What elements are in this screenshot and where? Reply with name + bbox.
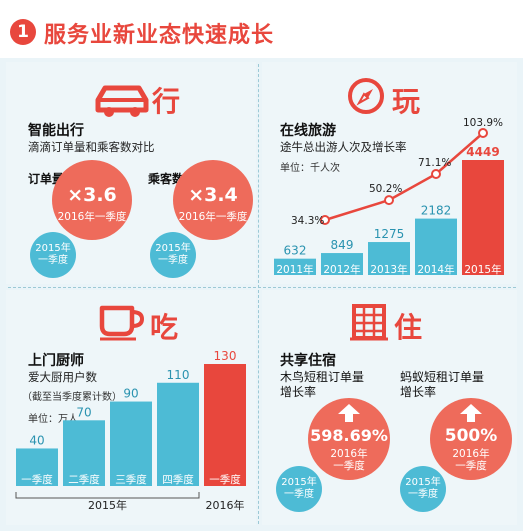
category-xing: 行 — [152, 85, 181, 118]
orders-base-line1: 2015年 — [35, 243, 71, 254]
growth-label: 71.1% — [418, 157, 451, 169]
arrow-up-icon — [338, 404, 360, 422]
data-label: 2182 — [421, 204, 452, 218]
section-title-wan: 在线旅游 — [280, 123, 336, 139]
year-bracket-2015 — [15, 492, 200, 499]
subtitle-chi: 爱大厨用户数 — [28, 370, 97, 384]
mayi-label-line1: 蚂蚁短租订单量 — [400, 370, 485, 384]
bar — [274, 258, 316, 275]
tick-label: 二季度 — [68, 473, 100, 486]
tick-label: 三季度 — [115, 473, 147, 486]
tuniu-chart: 632 2011年 849 2012年 1275 2013年 2182 2014年 4449 20… — [274, 118, 504, 276]
tick-label: 一季度 — [209, 473, 241, 486]
muniao-label-line1: 木鸟短租订单量 — [280, 370, 365, 384]
passengers-label: 乘客数 — [148, 172, 185, 186]
data-label: 849 — [331, 238, 354, 252]
vertical-divider — [258, 64, 259, 524]
section-title-zhu: 共享住宿 — [280, 353, 336, 369]
category-wan: 玩 — [392, 85, 421, 118]
growth-point — [384, 195, 394, 206]
year-label-2015: 2015年 — [88, 498, 127, 512]
bar — [321, 253, 363, 275]
data-label: 1275 — [374, 227, 405, 241]
mayi-value: 500% — [444, 426, 498, 446]
growth-point — [320, 215, 330, 225]
category-zhu: 住 — [394, 311, 423, 344]
data-label: 90 — [123, 387, 138, 401]
unit-wan: 单位：千人次 — [280, 163, 340, 174]
mayi-period: 2016年 一季度 — [452, 448, 490, 472]
growth-label: 103.9% — [463, 118, 503, 129]
data-label: 4449 — [466, 145, 499, 159]
data-label: 632 — [284, 244, 307, 258]
orders-multiplier: ×3.6 — [67, 184, 117, 206]
bar — [415, 218, 457, 275]
car-icon — [95, 85, 149, 117]
section-title-xing: 智能出行 — [28, 123, 84, 139]
muniao-period: 2016年 一季度 — [330, 448, 368, 472]
note-chi: （截至当季度累计数） — [22, 392, 122, 403]
tick-label: 2011年 — [276, 263, 313, 276]
tick-label: 2012年 — [323, 263, 360, 276]
mayi-label: 蚂蚁短租订单量 增长率 — [400, 370, 484, 400]
bar — [204, 364, 246, 486]
section-title-chi: 上门厨师 — [28, 353, 84, 369]
tick-label: 2013年 — [370, 263, 407, 276]
bar — [63, 420, 105, 486]
passengers-circle: ×3.4 2016年一季度 — [173, 160, 253, 240]
subtitle-wan: 途牛总出游人次及增长率 — [280, 140, 407, 154]
mayi-base-circle: 2015年 一季度 — [400, 466, 446, 512]
aidachu-chart: 40 一季度 70 二季度 90 三季度 110 四季度 130 一季度 2015年 2016年 — [15, 349, 246, 512]
orders-base-line2: 一季度 — [37, 255, 68, 266]
passengers-base-line2: 一季度 — [157, 255, 188, 266]
category-chi: 吃 — [150, 311, 179, 344]
page-title: 服务业新业态快速成长 — [44, 23, 275, 48]
section-number-badge: 1 — [10, 19, 36, 45]
passengers-multiplier: ×3.4 — [188, 184, 238, 206]
muniao-label: 木鸟短租订单量 增长率 — [280, 370, 364, 400]
subtitle-xing: 滴滴订单量和乘客数对比 — [28, 140, 155, 154]
tick-label: 一季度 — [21, 473, 53, 486]
data-label: 40 — [29, 433, 44, 447]
growth-point — [431, 169, 441, 179]
orders-period: 2016年一季度 — [57, 211, 127, 223]
mayi-label-line2: 增长率 — [400, 385, 437, 399]
compass-icon — [348, 78, 384, 114]
muniao-circle: 598.69% 2016年 一季度 — [308, 398, 390, 480]
mayi-circle: 500% 2016年 一季度 — [430, 398, 512, 480]
passengers-base-circle: 2015年 一季度 — [150, 232, 196, 278]
bar — [16, 448, 58, 486]
muniao-base-circle: 2015年 一季度 — [276, 466, 322, 512]
bar — [368, 242, 410, 275]
bar — [462, 160, 504, 275]
arrow-up-icon — [460, 404, 482, 422]
year-label-2016: 2016年 — [206, 498, 245, 512]
bar — [110, 401, 152, 486]
growth-label: 34.3% — [291, 215, 324, 227]
building-icon — [350, 304, 388, 341]
horizontal-divider — [8, 287, 516, 288]
passengers-period: 2016年一季度 — [178, 211, 248, 223]
passengers-base-line1: 2015年 — [155, 243, 191, 254]
header: 1 服务业新业态快速成长 — [0, 0, 523, 58]
tick-label: 2014年 — [417, 263, 454, 276]
muniao-value: 598.69% — [310, 426, 388, 445]
tick-label: 四季度 — [162, 473, 194, 486]
unit-chi: 单位：万人 — [28, 414, 78, 425]
growth-point — [478, 128, 488, 138]
data-label: 130 — [214, 349, 237, 363]
tick-label: 2015年 — [464, 263, 501, 276]
growth-label: 50.2% — [369, 183, 402, 195]
muniao-label-line2: 增长率 — [280, 385, 317, 399]
cup-icon — [99, 305, 145, 341]
data-label: 70 — [76, 405, 91, 419]
orders-base-circle: 2015年 一季度 — [30, 232, 76, 278]
data-label: 110 — [167, 368, 190, 382]
growth-line — [324, 132, 484, 222]
orders-circle: ×3.6 2016年一季度 — [52, 160, 132, 240]
bar — [157, 382, 199, 486]
